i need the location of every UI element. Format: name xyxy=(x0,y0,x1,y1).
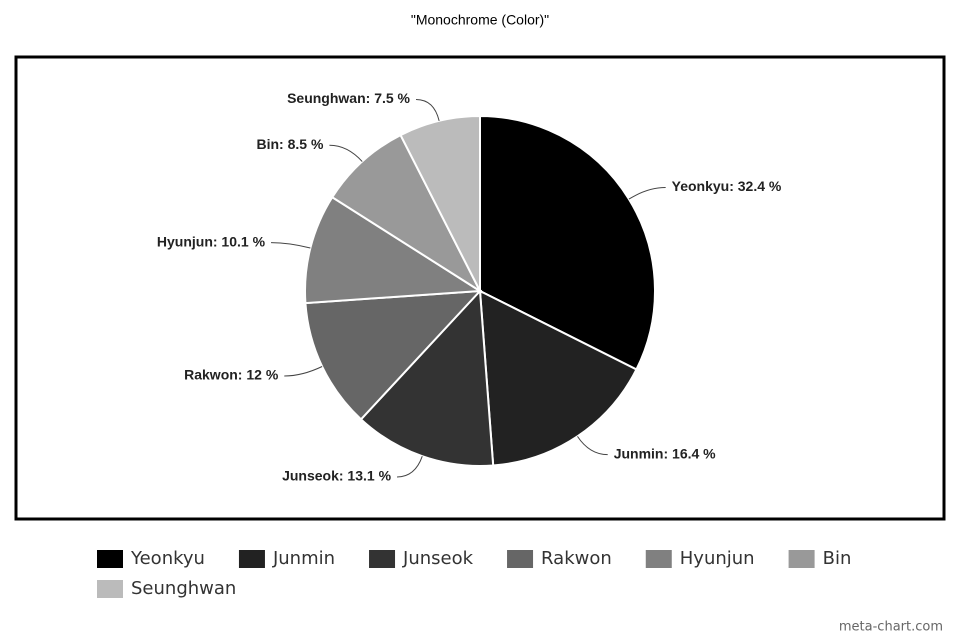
legend-label: Junmin xyxy=(272,548,335,569)
legend-swatch xyxy=(788,550,815,568)
legend-label: Seunghwan xyxy=(131,578,236,599)
leader-line xyxy=(271,242,311,249)
legend-label: Hyunjun xyxy=(680,548,755,569)
legend-swatch xyxy=(369,550,396,568)
data-label: Rakwon: 12 % xyxy=(184,367,279,383)
leader-line xyxy=(329,144,363,162)
legend-swatch xyxy=(238,550,265,568)
legend-swatch xyxy=(507,550,534,568)
legend-swatch xyxy=(97,550,123,568)
legend-swatch xyxy=(645,550,672,568)
data-label: Junseok: 13.1 % xyxy=(282,468,391,484)
leader-line xyxy=(416,98,440,121)
leader-line xyxy=(284,366,323,377)
data-label: Hyunjun: 10.1 % xyxy=(157,233,266,249)
legend-swatch xyxy=(97,580,123,598)
chart-title: "Monochrome (Color)" xyxy=(411,12,549,28)
pie-slice xyxy=(304,195,484,305)
pie-slice xyxy=(479,114,656,371)
watermark: meta-chart.com xyxy=(839,620,943,635)
data-label: Junmin: 16.4 % xyxy=(614,445,716,461)
legend-label: Bin xyxy=(823,548,852,569)
leader-line xyxy=(397,456,423,478)
legend-label: Yeonkyu xyxy=(130,548,205,569)
data-label: Bin: 8.5 % xyxy=(257,136,324,152)
data-label: Yeonkyu: 32.4 % xyxy=(672,178,782,194)
legend-label: Junseok xyxy=(402,548,474,569)
pie-slice xyxy=(399,114,481,292)
leader-line xyxy=(577,436,608,456)
pie-slice xyxy=(478,289,638,467)
plot-frame xyxy=(14,55,946,521)
data-label: Seunghwan: 7.5 % xyxy=(287,90,410,106)
leader-line xyxy=(628,187,666,200)
legend-label: Rakwon xyxy=(541,548,612,569)
pie-slice xyxy=(330,133,483,294)
